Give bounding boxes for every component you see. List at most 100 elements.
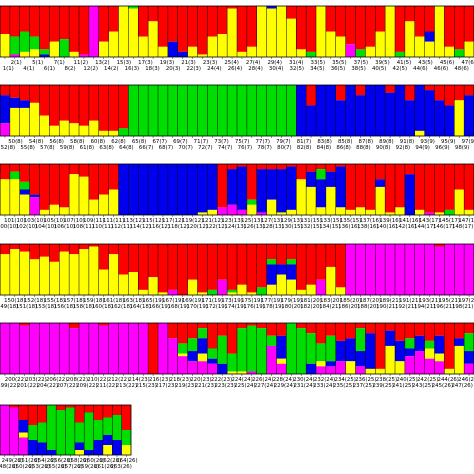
- segment-red: [385, 323, 396, 331]
- bar-panel-5-40: [385, 323, 396, 374]
- x-tick-label: 42(5): [393, 66, 408, 72]
- x-tick-label: 44(6): [413, 66, 428, 72]
- bar-panel-5-14: [128, 323, 139, 374]
- segment-red: [9, 405, 19, 408]
- segment-yellow: [69, 51, 80, 57]
- panel-frame: [0, 84, 474, 137]
- segment-yellow: [118, 6, 129, 57]
- segment-blue: [112, 440, 122, 455]
- segment-red: [444, 85, 455, 106]
- bar-panel-1-22: [207, 6, 218, 57]
- segment-red: [404, 85, 415, 101]
- segment-blue: [345, 338, 356, 362]
- x-tick-label: 239(25): [372, 383, 393, 389]
- segment-red: [464, 85, 474, 96]
- bar-panel-4-23: [217, 244, 228, 295]
- x-tick-label: 175(19): [241, 298, 262, 304]
- segment-green: [19, 31, 30, 52]
- segment-green: [325, 335, 336, 362]
- segment-red: [65, 405, 75, 408]
- bar-panel-4-15: [138, 244, 149, 295]
- segment-red: [276, 323, 287, 336]
- x-tick-label: 100(10): [0, 224, 18, 230]
- segment-blue: [404, 348, 415, 357]
- segment-blue: [167, 41, 178, 57]
- bar-panel-1-8: [69, 6, 80, 57]
- segment-green: [93, 420, 103, 440]
- segment-blue: [414, 335, 425, 352]
- x-tick-label: 125(13): [241, 218, 262, 224]
- segment-red: [197, 323, 208, 329]
- x-tick-label: 165(19): [142, 298, 163, 304]
- segment-red: [375, 164, 386, 180]
- segment-yellow: [454, 189, 465, 215]
- bar-panel-1-18: [167, 6, 178, 57]
- bar-panel-2-32: [306, 85, 317, 136]
- bar-panel-6-9: [74, 405, 85, 455]
- segment-yellow: [444, 46, 455, 57]
- segment-green: [65, 407, 75, 455]
- segment-green: [256, 85, 267, 136]
- bar-panel-5-20: [187, 323, 198, 374]
- segment-yellow: [325, 266, 336, 295]
- segment-red: [102, 405, 113, 418]
- segment-blue: [237, 166, 247, 210]
- bar-panel-4-47: [454, 244, 465, 295]
- bar-panel-5-42: [404, 323, 415, 374]
- x-tick-label: 94(9): [415, 145, 430, 151]
- segment-yellow: [158, 46, 168, 57]
- segment-blue: [395, 340, 405, 362]
- bar-panel-2-9: [79, 85, 89, 136]
- segment-yellow: [18, 432, 29, 438]
- x-tick-label: 248(26): [0, 464, 17, 470]
- x-tick-label: 197(21): [458, 298, 474, 304]
- segment-blue: [29, 194, 40, 198]
- segment-blue: [37, 442, 47, 455]
- x-tick-label: 255(26): [45, 464, 66, 470]
- segment-magenta: [69, 328, 80, 374]
- segment-yellow: [335, 207, 346, 215]
- x-tick-label: 81(7): [297, 139, 312, 145]
- bar-panel-3-17: [158, 164, 168, 215]
- bar-panel-2-20: [187, 85, 198, 136]
- segment-yellow: [74, 450, 85, 455]
- x-tick-label: 250(26): [12, 464, 33, 470]
- bar-panel-5-47: [454, 323, 465, 374]
- segment-green: [84, 412, 94, 450]
- segment-red: [79, 6, 89, 55]
- x-tick-label: 247(26): [451, 383, 472, 389]
- x-tick-label: 161(18): [103, 298, 124, 304]
- bar-panel-5-33: [316, 323, 326, 374]
- bar-panel-2-38: [365, 85, 376, 136]
- segment-yellow: [237, 371, 247, 374]
- segment-red: [29, 6, 40, 37]
- segment-red: [316, 323, 326, 344]
- segment-yellow: [424, 348, 435, 359]
- bar-panel-5-3: [19, 323, 30, 374]
- bar-panel-4-9: [79, 244, 89, 295]
- segment-red: [375, 323, 386, 369]
- segment-yellow: [227, 371, 238, 374]
- segment-yellow: [98, 194, 109, 215]
- segment-red: [256, 244, 267, 288]
- segment-green: [404, 338, 415, 349]
- bar-panel-3-40: [385, 164, 396, 215]
- segment-red: [345, 6, 356, 45]
- x-tick-label: 74(7): [218, 145, 233, 151]
- segment-blue: [276, 264, 287, 275]
- segment-red: [79, 85, 89, 126]
- segment-green: [207, 348, 218, 359]
- segment-yellow: [138, 289, 149, 295]
- x-tick-label: 55(8): [20, 145, 35, 151]
- segment-blue: [18, 420, 29, 433]
- segment-yellow: [69, 254, 80, 295]
- segment-yellow: [345, 361, 356, 374]
- x-tick-label: 158(18): [73, 304, 94, 310]
- segment-yellow: [79, 249, 89, 295]
- segment-yellow: [108, 189, 119, 215]
- x-tick-label: 136(16): [338, 224, 359, 230]
- segment-yellow: [434, 6, 445, 57]
- segment-red: [79, 164, 89, 177]
- bar-panel-1-4: [29, 6, 40, 57]
